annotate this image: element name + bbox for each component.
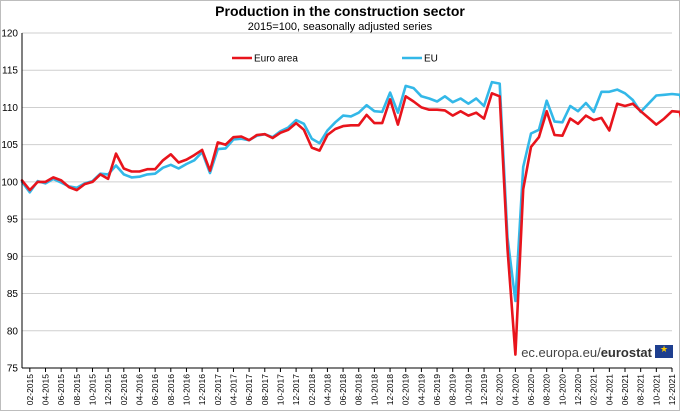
x-tick-label: 08-2016: [166, 374, 176, 405]
x-tick-label: 02-2016: [119, 374, 129, 405]
x-tick-label: 06-2016: [150, 374, 160, 405]
x-tick-label: 10-2021: [651, 374, 661, 405]
x-axis-ticks: 02-2015 04-2015 06-2015 08-2015 10-2015 12-20…: [25, 368, 677, 405]
x-tick-label: 02-2015: [25, 374, 35, 405]
source-credit: ec.europa.eu/eurostat: [521, 345, 652, 360]
y-tick-label: 100: [1, 177, 18, 188]
y-tick-label: 105: [1, 140, 18, 151]
x-tick-label: 04-2016: [134, 374, 144, 405]
x-tick-label: 04-2021: [604, 374, 614, 405]
x-tick-label: 02-2019: [401, 374, 411, 405]
x-tick-label: 04-2018: [322, 374, 332, 405]
x-tick-label: 02-2020: [495, 374, 505, 405]
x-tick-label: 08-2019: [448, 374, 458, 405]
y-tick-label: 120: [1, 29, 18, 40]
source-domain: ec.europa.eu/: [521, 345, 601, 360]
legend: Euro area EU: [232, 54, 438, 65]
series-line-eu: [20, 80, 680, 303]
x-tick-label: 12-2021: [667, 374, 677, 405]
x-tick-label: 12-2019: [479, 374, 489, 405]
x-tick-label: 10-2019: [463, 374, 473, 405]
x-tick-label: 10-2018: [369, 374, 379, 405]
x-tick-label: 10-2015: [87, 374, 97, 405]
x-tick-label: 10-2016: [181, 374, 191, 405]
x-tick-label: 12-2015: [103, 374, 113, 405]
x-tick-label: 02-2021: [589, 374, 599, 405]
y-tick-label: 85: [7, 289, 19, 300]
x-tick-label: 04-2015: [40, 374, 50, 405]
chart-title: Production in the construction sector: [215, 3, 465, 19]
x-tick-label: 08-2018: [354, 374, 364, 405]
x-tick-label: 04-2019: [416, 374, 426, 405]
legend-label: Euro area: [254, 54, 298, 65]
x-tick-label: 06-2021: [620, 374, 630, 405]
series-lines: [20, 80, 680, 356]
y-tick-label: 90: [7, 252, 19, 263]
x-tick-label: 12-2020: [573, 374, 583, 405]
y-tick-label: 110: [2, 103, 18, 114]
x-tick-label: 08-2021: [636, 374, 646, 405]
x-tick-label: 04-2020: [510, 374, 520, 405]
x-tick-label: 04-2017: [228, 374, 238, 405]
x-tick-label: 10-2020: [557, 374, 567, 405]
y-axis-ticks: 75 80 85 90 95 100 105 110 115 120: [1, 29, 18, 375]
x-tick-label: 10-2017: [275, 374, 285, 405]
x-tick-label: 06-2020: [526, 374, 536, 405]
x-tick-label: 08-2020: [542, 374, 552, 405]
gridlines: [22, 32, 672, 332]
x-tick-label: 08-2017: [260, 374, 270, 405]
y-tick-label: 115: [2, 66, 18, 77]
y-tick-label: 80: [7, 326, 19, 337]
y-tick-label: 95: [7, 215, 19, 226]
source-brand: eurostat: [600, 345, 652, 360]
x-tick-label: 06-2018: [338, 374, 348, 405]
eu-flag-icon: [655, 344, 673, 358]
x-tick-label: 08-2015: [72, 374, 82, 405]
x-tick-label: 06-2017: [244, 374, 254, 405]
chart-subtitle: 2015=100, seasonally adjusted series: [247, 21, 433, 33]
series-line-euro-area: [20, 92, 680, 356]
x-tick-label: 02-2017: [213, 374, 223, 405]
x-tick-label: 12-2018: [385, 374, 395, 405]
x-tick-label: 06-2019: [432, 374, 442, 405]
legend-label: EU: [424, 54, 438, 65]
x-tick-label: 12-2017: [291, 374, 301, 405]
x-tick-label: 06-2015: [56, 374, 66, 405]
x-tick-label: 12-2016: [197, 374, 207, 405]
y-tick-label: 75: [7, 364, 19, 375]
x-tick-label: 02-2018: [307, 374, 317, 405]
